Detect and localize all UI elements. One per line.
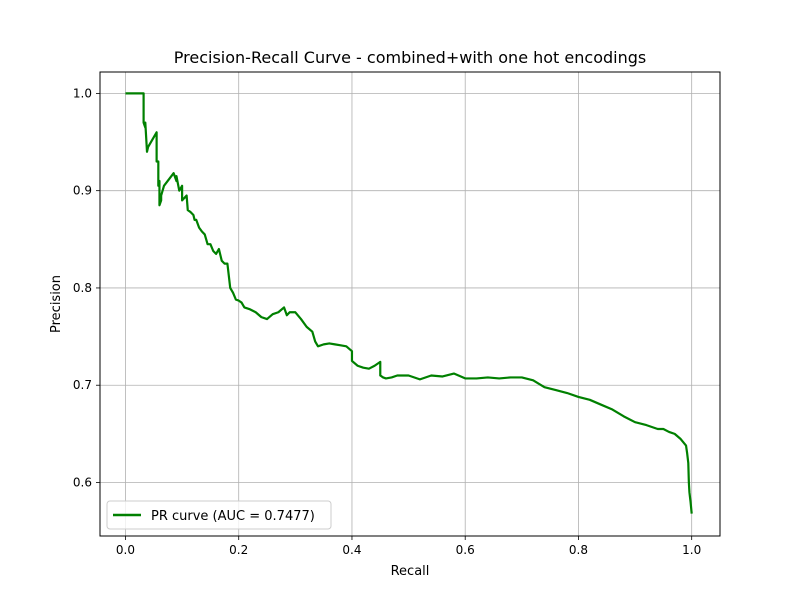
x-tick-label: 1.0	[682, 543, 701, 557]
plot-frame	[99, 71, 721, 537]
y-tick-label: 0.6	[73, 475, 92, 489]
grid	[100, 72, 720, 536]
y-axis-label: Precision	[49, 275, 64, 333]
legend-box	[106, 500, 332, 530]
x-tick-label: 0.6	[456, 543, 475, 557]
legend-label: PR curve (AUC = 0.7477)	[151, 509, 315, 524]
chart-title: Precision-Recall Curve - combined+with o…	[174, 48, 646, 67]
y-tick-label: 1.0	[73, 86, 92, 100]
legend: PR curve (AUC = 0.7477)	[106, 500, 332, 530]
x-tick-label: 0.0	[116, 543, 135, 557]
x-tick-label: 0.2	[229, 543, 248, 557]
y-tick-label: 0.8	[73, 281, 92, 295]
pr-curve-series-line	[125, 92, 693, 514]
x-tick-label: 0.4	[342, 543, 361, 557]
y-tick-label: 0.9	[73, 184, 92, 198]
x-axis-label: Recall	[391, 564, 430, 579]
x-tick-label: 0.8	[569, 543, 588, 557]
plot-lines	[125, 92, 693, 514]
x-axis-ticks: 0.0 0.2 0.4 0.6 0.8 1.0	[116, 536, 701, 557]
y-axis-ticks: 0.6 0.7 0.8 0.9 1.0	[73, 86, 100, 489]
y-tick-label: 0.7	[73, 378, 92, 392]
